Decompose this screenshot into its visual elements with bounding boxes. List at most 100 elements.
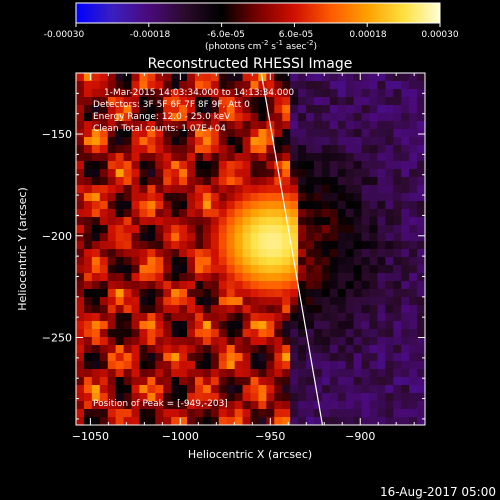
- heatmap-cell: [226, 225, 236, 234]
- heatmap-cell: [345, 137, 355, 146]
- heatmap-cell: [171, 321, 180, 330]
- heatmap-cell: [345, 185, 355, 194]
- heatmap-cell: [91, 385, 101, 394]
- heatmap-cell: [218, 201, 228, 210]
- heatmap-cell: [83, 345, 93, 354]
- heatmap-cell: [226, 289, 236, 298]
- heatmap-cell: [337, 145, 347, 154]
- heatmap-cell: [393, 201, 402, 210]
- heatmap-cell: [83, 417, 93, 425]
- heatmap-cell: [361, 353, 370, 362]
- heatmap-cell: [298, 89, 307, 98]
- heatmap-cell: [218, 153, 228, 162]
- heatmap-cell: [321, 233, 331, 242]
- heatmap-cell: [282, 121, 291, 130]
- heatmap-cell: [377, 257, 386, 266]
- heatmap-cell: [202, 361, 212, 370]
- heatmap-cell: [202, 249, 212, 258]
- heatmap-cell: [91, 409, 101, 418]
- heatmap-cell: [91, 369, 101, 378]
- heatmap-cell: [250, 105, 259, 114]
- heatmap-cell: [321, 241, 331, 250]
- heatmap-cell: [290, 265, 299, 274]
- heatmap-cell: [91, 73, 101, 82]
- heatmap-cell: [401, 129, 410, 138]
- heatmap-cell: [321, 73, 331, 82]
- heatmap-cell: [131, 313, 140, 322]
- heatmap-cell: [306, 257, 315, 266]
- heatmap-cell: [337, 225, 347, 234]
- heatmap-cell: [218, 401, 228, 410]
- heatmap-cell: [242, 409, 251, 418]
- heatmap-cell: [99, 249, 109, 258]
- heatmap-cell: [202, 289, 212, 298]
- heatmap-cell: [226, 369, 236, 378]
- heatmap-cell: [194, 225, 204, 234]
- heatmap-cell: [139, 313, 148, 322]
- heatmap-cell: [361, 185, 370, 194]
- heatmap-cell: [234, 225, 244, 234]
- heatmap-cell: [187, 209, 196, 218]
- x-tick-label: −1000: [162, 430, 199, 443]
- heatmap-cell: [369, 209, 378, 218]
- heatmap-cell: [329, 329, 339, 338]
- heatmap-cell: [194, 89, 204, 98]
- heatmap-cell: [123, 305, 133, 314]
- heatmap-cell: [226, 113, 236, 122]
- heatmap-cell: [76, 185, 85, 194]
- heatmap-cell: [202, 97, 212, 106]
- heatmap-cell: [377, 409, 386, 418]
- heatmap-cell: [282, 153, 291, 162]
- heatmap-cell: [401, 105, 410, 114]
- heatmap-cell: [417, 121, 425, 130]
- heatmap-cell: [282, 369, 291, 378]
- heatmap-cell: [361, 321, 370, 330]
- heatmap-cell: [210, 217, 220, 226]
- heatmap-cell: [401, 121, 410, 130]
- heatmap-cell: [123, 289, 133, 298]
- energy-range-label: Energy Range: 12.0 - 25.0 keV: [93, 112, 231, 122]
- heatmap-cell: [131, 129, 140, 138]
- heatmap-cell: [313, 329, 323, 338]
- heatmap-cell: [226, 393, 236, 402]
- heatmap-cell: [250, 377, 259, 386]
- heatmap-cell: [274, 137, 283, 146]
- heatmap-cell: [202, 153, 212, 162]
- heatmap-cell: [266, 209, 275, 218]
- heatmap-cell: [321, 81, 331, 90]
- heatmap-cell: [226, 417, 236, 425]
- heatmap-cell: [377, 177, 386, 186]
- heatmap-cell: [401, 193, 410, 202]
- heatmap-cell: [329, 385, 339, 394]
- heatmap-cell: [250, 89, 259, 98]
- heatmap-cell: [107, 281, 117, 290]
- heatmap-cell: [83, 201, 93, 210]
- heatmap-cell: [345, 161, 355, 170]
- heatmap-cell: [91, 249, 101, 258]
- heatmap-cell: [266, 361, 275, 370]
- heatmap-cell: [409, 273, 418, 282]
- heatmap-cell: [274, 113, 283, 122]
- heatmap-cell: [369, 313, 378, 322]
- heatmap-cell: [83, 385, 93, 394]
- heatmap-cell: [234, 177, 244, 186]
- heatmap-cell: [369, 409, 378, 418]
- heatmap-cell: [234, 121, 244, 130]
- heatmap-cell: [83, 409, 93, 418]
- heatmap-cell: [147, 337, 156, 346]
- heatmap-cell: [163, 121, 172, 130]
- heatmap-cell: [329, 185, 339, 194]
- heatmap-cell: [401, 201, 410, 210]
- heatmap-cell: [163, 105, 172, 114]
- heatmap-cell: [369, 97, 378, 106]
- heatmap-cell: [417, 377, 425, 386]
- heatmap-cell: [345, 409, 355, 418]
- heatmap-cell: [99, 81, 109, 90]
- heatmap-cell: [226, 105, 236, 114]
- heatmap-cell: [250, 345, 259, 354]
- heatmap-cell: [115, 353, 125, 362]
- heatmap-cell: [385, 409, 394, 418]
- heatmap-cell: [393, 353, 402, 362]
- heatmap-cell: [298, 97, 307, 106]
- heatmap-cell: [171, 81, 180, 90]
